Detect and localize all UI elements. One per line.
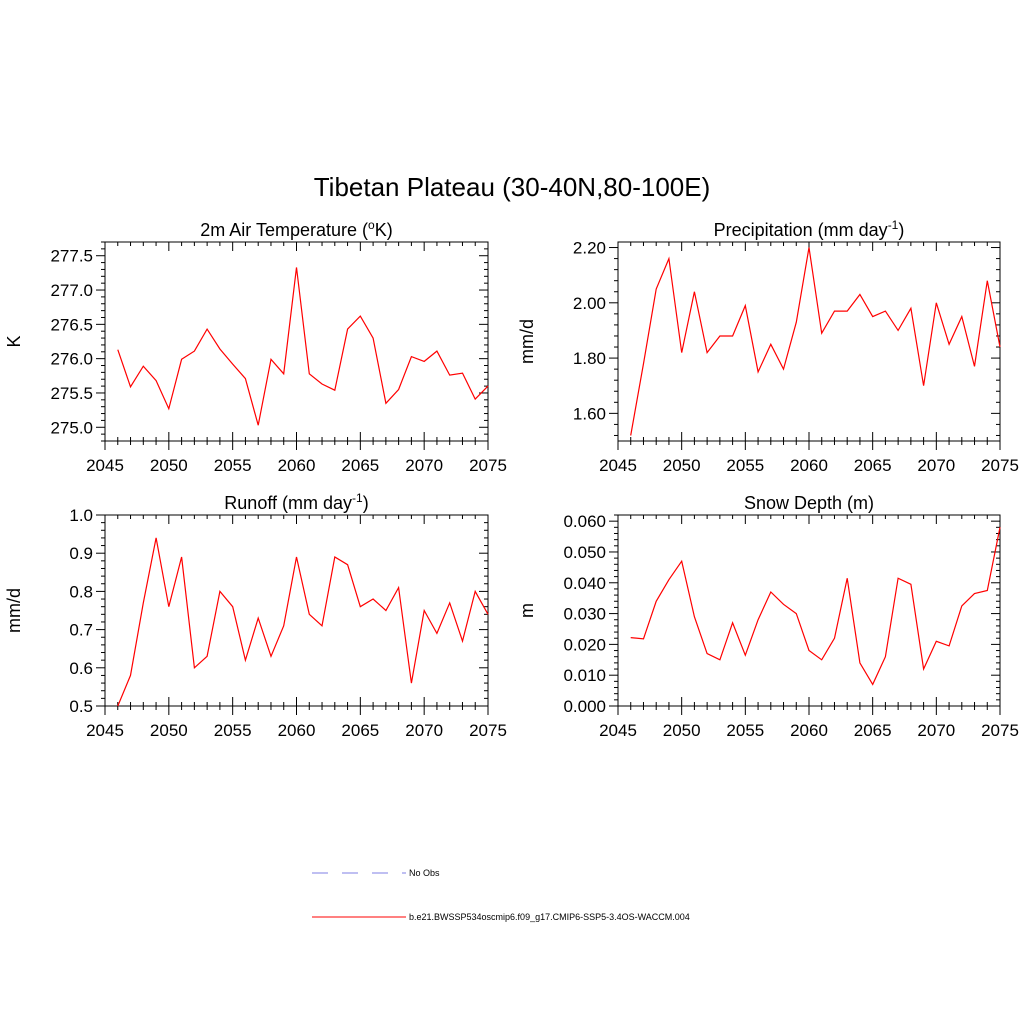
x-tick-label: 2045 (86, 456, 124, 475)
y-tick-label: 1.60 (573, 404, 606, 423)
figure-title: Tibetan Plateau (30-40N,80-100E) (314, 172, 711, 202)
y-tick-label: 0.060 (563, 512, 606, 531)
y-tick-label: 277.5 (50, 247, 93, 266)
y-axis-label: mm/d (4, 588, 24, 633)
x-tick-label: 2070 (405, 456, 443, 475)
y-tick-label: 0.6 (69, 659, 93, 678)
y-tick-label: 1.80 (573, 349, 606, 368)
y-tick-label: 0.010 (563, 666, 606, 685)
x-tick-label: 2065 (341, 456, 379, 475)
y-tick-label: 0.020 (563, 635, 606, 654)
y-tick-label: 1.0 (69, 506, 93, 525)
x-tick-label: 2075 (981, 456, 1019, 475)
x-tick-label: 2050 (150, 456, 188, 475)
x-tick-label: 2075 (469, 456, 507, 475)
panel-title: Runoff (mm day-1) (224, 491, 368, 513)
x-tick-label: 2070 (917, 456, 955, 475)
y-tick-label: 276.0 (50, 350, 93, 369)
panel-title: Snow Depth (m) (744, 493, 874, 513)
y-tick-label: 0.050 (563, 543, 606, 562)
x-tick-label: 2055 (214, 456, 252, 475)
x-tick-label: 2050 (150, 721, 188, 740)
x-tick-label: 2060 (278, 721, 316, 740)
y-tick-label: 276.5 (50, 315, 93, 334)
y-tick-label: 275.0 (50, 418, 93, 437)
legend: No Obs b.e21.BWSSP534oscmip6.f09_g17.CMI… (312, 868, 690, 922)
y-tick-label: 0.9 (69, 544, 93, 563)
legend-label-model: b.e21.BWSSP534oscmip6.f09_g17.CMIP6-SSP5… (409, 912, 690, 922)
y-tick-label: 0.040 (563, 574, 606, 593)
panel-runoff: Runoff (mm day-1) mm/d 2045 2050 2055 2060 206… (4, 491, 507, 740)
y-tick-label: 0.5 (69, 697, 93, 716)
x-tick-label: 2045 (86, 721, 124, 740)
x-tick-label: 2060 (278, 456, 316, 475)
x-tick-label: 2045 (599, 721, 637, 740)
x-tick-label: 2070 (405, 721, 443, 740)
plot-frame (104, 514, 489, 707)
panel-title: 2m Air Temperature (oK) (200, 218, 392, 240)
panel-title: Precipitation (mm day-1) (714, 218, 905, 240)
plot-frame (617, 514, 1001, 707)
x-tick-label: 2070 (917, 721, 955, 740)
x-tick-label: 2060 (790, 456, 828, 475)
y-tick-label: 277.0 (50, 281, 93, 300)
panel-precipitation: Precipitation (mm day-1) mm/d 2045 2050 2055… (517, 218, 1019, 475)
y-tick-label: 2.00 (573, 294, 606, 313)
x-tick-label: 2060 (790, 721, 828, 740)
y-tick-label: 0.8 (69, 582, 93, 601)
panel-snow-depth: Snow Depth (m) m 2045 2050 2055 2060 2065 2070 2… (517, 493, 1019, 740)
x-tick-label: 2065 (854, 721, 892, 740)
series-line (117, 537, 489, 707)
x-tick-label: 2050 (663, 456, 701, 475)
series-line (117, 267, 489, 426)
x-tick-label: 2075 (469, 721, 507, 740)
series-line (630, 247, 1001, 436)
y-axis-label: K (4, 335, 24, 347)
legend-label-no-obs: No Obs (409, 868, 440, 878)
y-tick-label: 2.20 (573, 239, 606, 258)
y-axis-label: mm/d (517, 319, 537, 364)
x-tick-label: 2055 (214, 721, 252, 740)
plot-frame (617, 241, 1001, 442)
x-tick-label: 2045 (599, 456, 637, 475)
panel-air-temperature: 2m Air Temperature (oK) K 2045 2050 2055 2060… (4, 218, 507, 475)
y-tick-label: 275.5 (50, 384, 93, 403)
series-line (630, 527, 1001, 686)
y-tick-label: 0.030 (563, 605, 606, 624)
x-tick-label: 2065 (854, 456, 892, 475)
y-axis-label: m (517, 603, 537, 618)
y-tick-label: 0.000 (563, 697, 606, 716)
y-tick-label: 0.7 (69, 621, 93, 640)
x-tick-label: 2050 (663, 721, 701, 740)
x-tick-label: 2055 (726, 456, 764, 475)
x-tick-label: 2065 (341, 721, 379, 740)
x-tick-label: 2055 (726, 721, 764, 740)
x-tick-label: 2075 (981, 721, 1019, 740)
